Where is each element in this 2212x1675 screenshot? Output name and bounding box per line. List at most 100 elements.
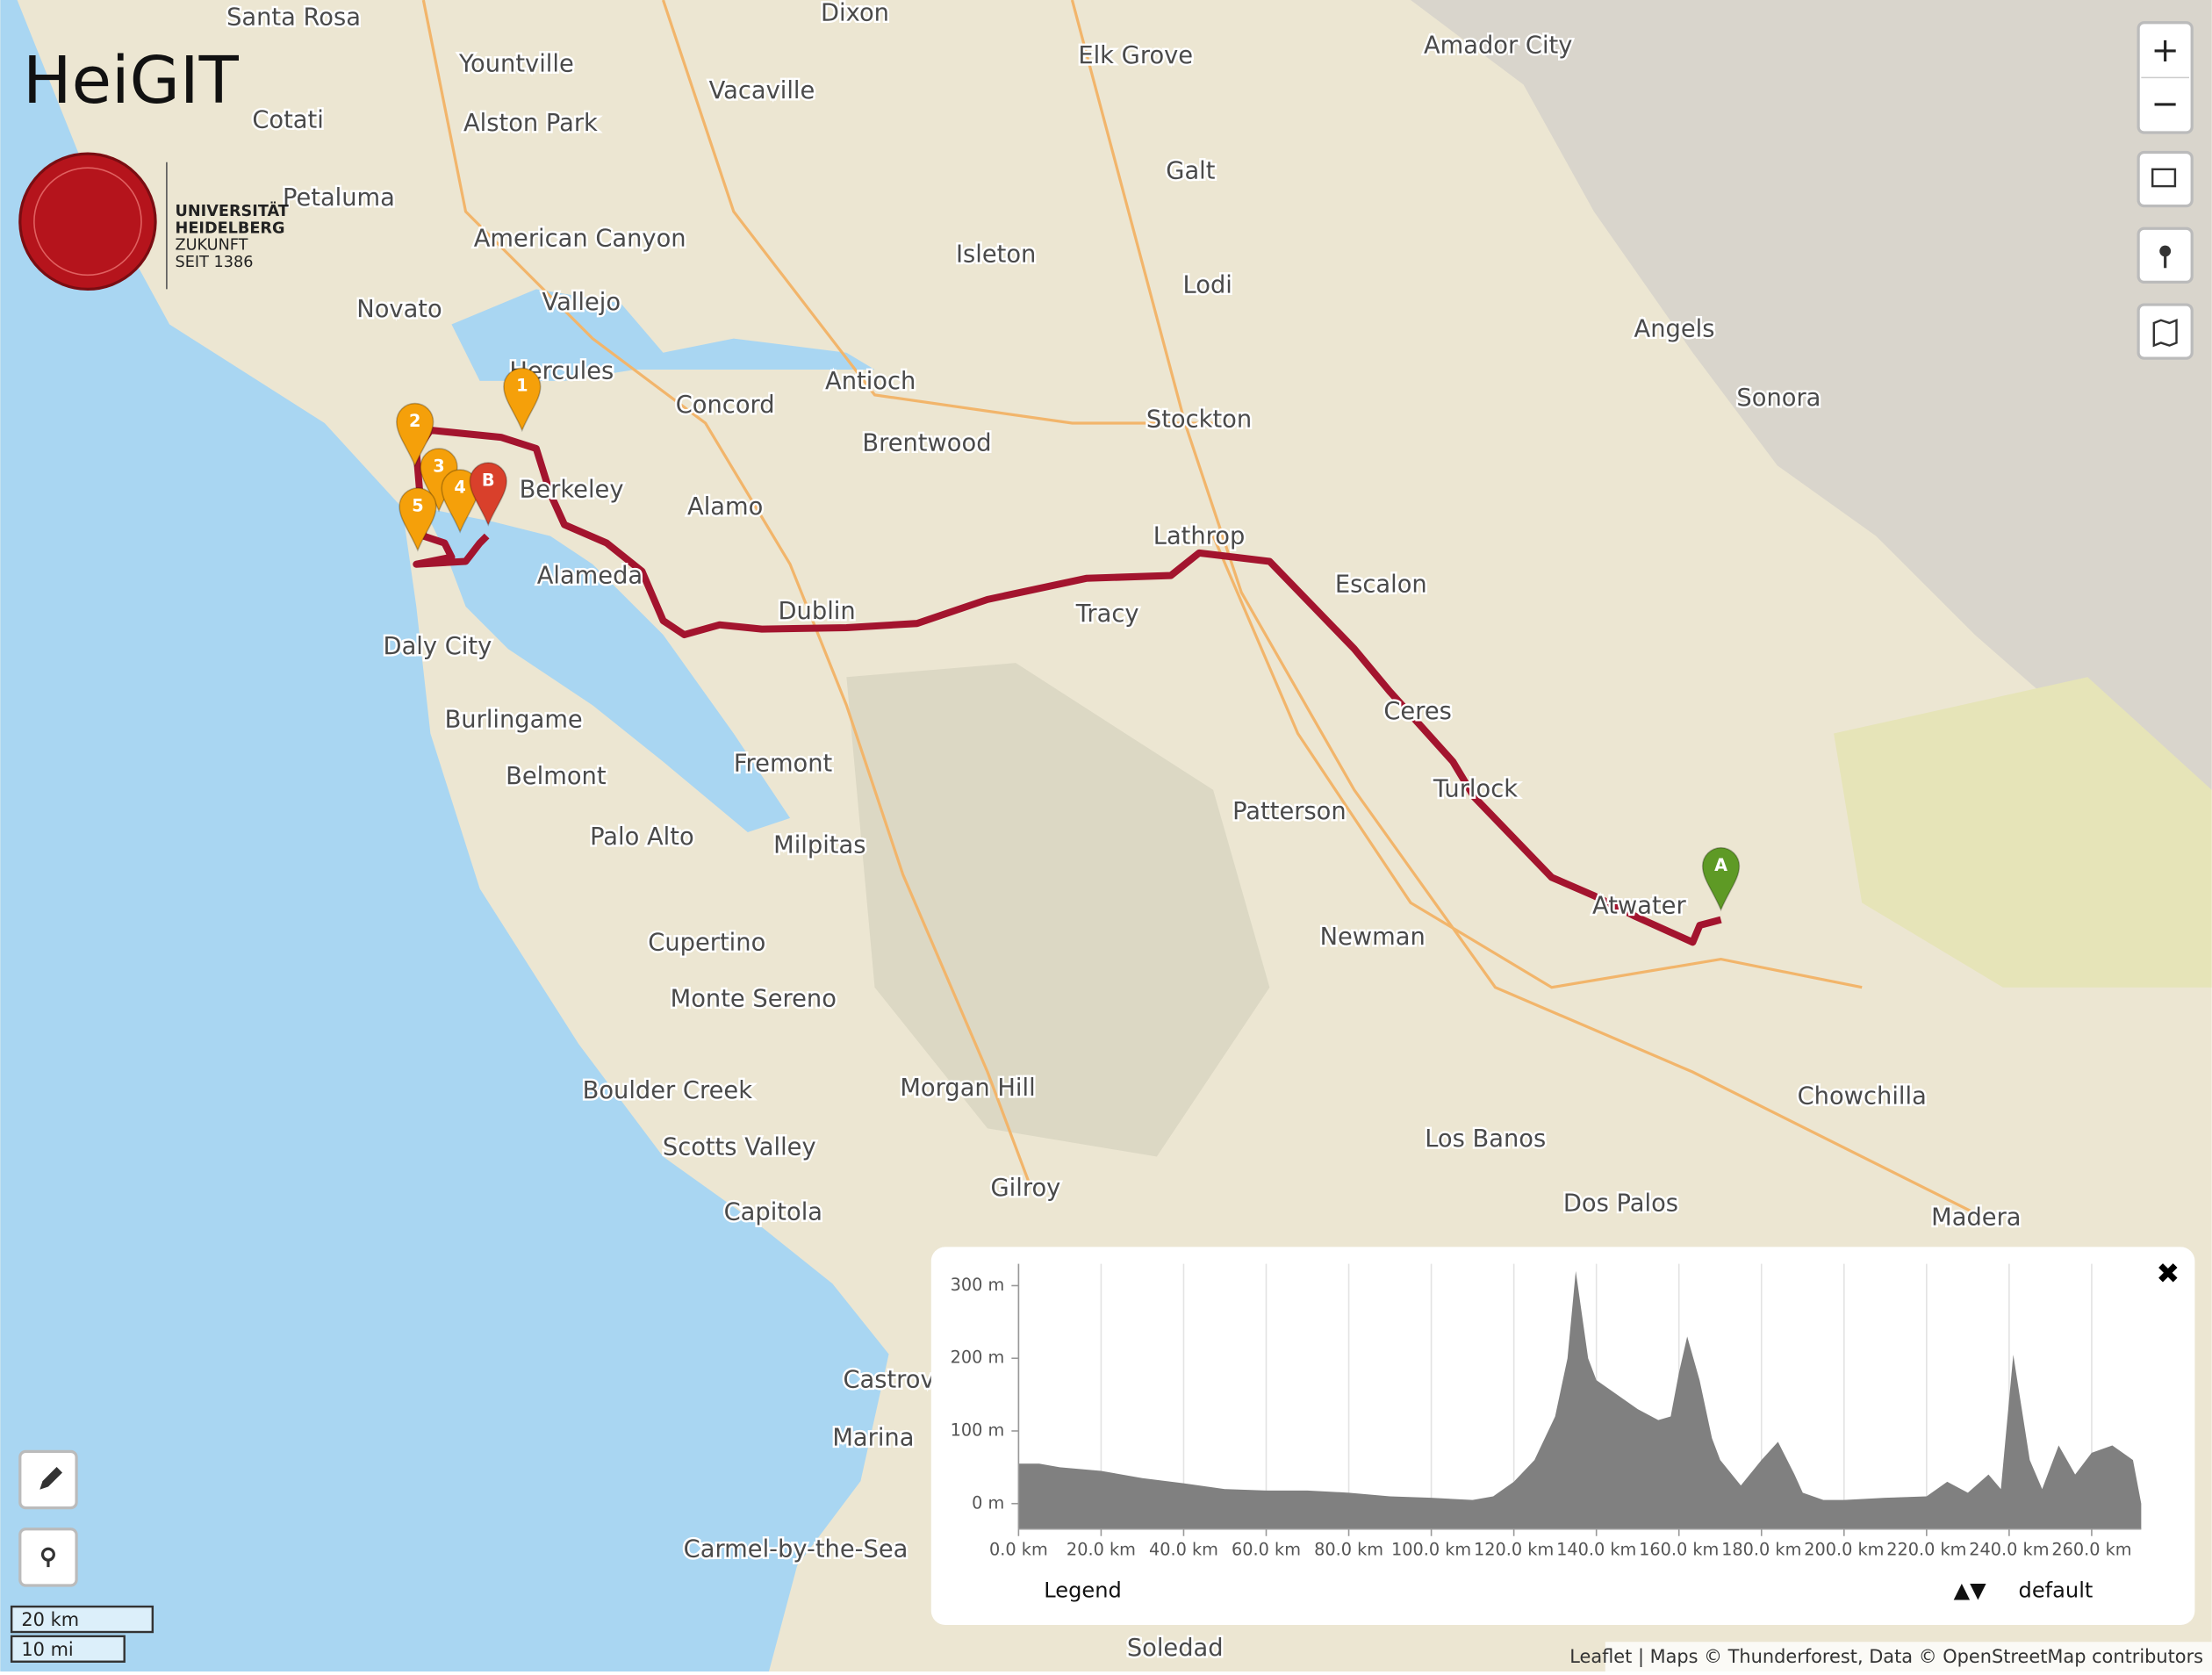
place-label: Belmont xyxy=(506,763,607,790)
north-bay xyxy=(451,289,875,381)
place-label: Brentwood xyxy=(862,430,991,457)
scale-imperial xyxy=(10,1635,126,1663)
place-label: Soledad xyxy=(1127,1635,1224,1662)
layers-icon xyxy=(2152,318,2178,348)
route xyxy=(413,427,1722,946)
hills xyxy=(846,663,1270,1157)
marker-button[interactable] xyxy=(18,1528,78,1587)
place-label: Alameda xyxy=(537,563,643,590)
legend-title[interactable]: Legend xyxy=(1044,1578,1122,1602)
place-label: Cotati xyxy=(252,107,323,134)
place-label: Chowchilla xyxy=(1798,1083,1927,1111)
road xyxy=(1070,0,1976,1215)
place-label: Galt xyxy=(1166,158,1215,185)
place-label: Santa Rosa xyxy=(226,4,361,31)
mountains xyxy=(1411,0,2212,790)
place-label: Vallejo xyxy=(542,289,621,316)
place-label: Monte Sereno xyxy=(671,986,837,1013)
place-label: Newman xyxy=(1320,924,1426,951)
road xyxy=(661,0,1214,425)
place-label: Ceres xyxy=(1383,698,1452,725)
x-tick-label: 80.0 km xyxy=(1314,1539,1383,1559)
marker-label: 1 xyxy=(516,376,528,396)
marker-label: A xyxy=(1714,855,1727,875)
x-tick-label: 180.0 km xyxy=(1721,1539,1801,1559)
map-controls: + − xyxy=(18,21,2194,1587)
place-label: Patterson xyxy=(1232,798,1347,825)
elevation-panel: Legend ▲▼ default 0.0 km 20.0 km 40.0 km 60… xyxy=(930,1247,2195,1625)
x-tick-label: 260.0 km xyxy=(2051,1539,2131,1559)
place-label: Carmel-by-the-Sea xyxy=(684,1535,908,1563)
marker-label: 3 xyxy=(433,456,444,476)
place-label: Dixon xyxy=(821,0,889,27)
close-button[interactable]: ✖ xyxy=(2156,1257,2180,1290)
place-label: Capitola xyxy=(724,1198,822,1226)
logo-text: UNIVERSITÄT xyxy=(176,201,289,220)
place-label: Vacaville xyxy=(709,77,815,104)
place-label: Palo Alto xyxy=(590,823,694,851)
x-tick-label: 160.0 km xyxy=(1639,1539,1719,1559)
marker-pin xyxy=(1701,846,1741,912)
zoom-out[interactable]: − xyxy=(2151,84,2180,124)
fit-button[interactable] xyxy=(2137,150,2194,208)
legend-toggle[interactable]: ▲▼ xyxy=(1954,1578,1987,1602)
place-label: Amador City xyxy=(1424,32,1572,60)
road xyxy=(1211,535,1863,989)
seal xyxy=(18,152,157,291)
y-tick-label: 200 m xyxy=(951,1348,1005,1368)
place-label: Burlingame xyxy=(445,707,583,734)
place-label: Fremont xyxy=(734,750,833,777)
scale-metric xyxy=(10,1605,154,1634)
logo: HeiGIT UNIVERSITÄT HEIDELBERG ZUKUNFT SE… xyxy=(18,43,289,291)
place-label: Scotts Valley xyxy=(663,1133,816,1161)
place-label: Turlock xyxy=(1433,775,1518,802)
scale-label: 20 km xyxy=(21,1609,79,1630)
y-tick-label: 300 m xyxy=(951,1275,1005,1295)
place-label: Milpitas xyxy=(773,832,865,859)
x-tick-label: 60.0 km xyxy=(1232,1539,1301,1559)
marker-pin xyxy=(396,402,434,468)
place-label: Gilroy xyxy=(991,1175,1061,1202)
legend-series[interactable]: default xyxy=(2019,1578,2094,1602)
layers-button[interactable] xyxy=(2137,303,2194,360)
marker-pin xyxy=(399,487,437,552)
marker-pin xyxy=(503,367,542,433)
place-label: American Canyon xyxy=(474,226,686,253)
place-label: Castrov xyxy=(843,1367,934,1394)
place-label: Petaluma xyxy=(283,184,395,212)
place-label: Lathrop xyxy=(1153,523,1246,550)
scale-label: 10 mi xyxy=(21,1639,73,1660)
scale: 20 km 10 mi xyxy=(10,1605,154,1663)
fit-icon xyxy=(2151,168,2177,188)
place-label: Novato xyxy=(356,296,442,323)
seal-ring xyxy=(33,167,142,277)
place-label: Angels xyxy=(1634,315,1715,342)
place-label: Lodi xyxy=(1183,272,1232,299)
logo-title: HeiGIT xyxy=(23,43,240,119)
place-label: Escalon xyxy=(1335,571,1427,598)
place-labels: Santa Rosa Dixon Yountville Elk Grove Amador… xyxy=(225,0,2023,1664)
x-tick-label: 220.0 km xyxy=(1886,1539,1966,1559)
road xyxy=(421,0,1031,1186)
place-label: Antioch xyxy=(825,368,916,395)
place-label: Isleton xyxy=(956,241,1036,268)
place-label: Concord xyxy=(676,392,775,419)
x-tick-label: 240.0 km xyxy=(1969,1539,2049,1559)
zoom-in[interactable]: + xyxy=(2151,31,2180,70)
x-tick-label: 140.0 km xyxy=(1556,1539,1636,1559)
marker-label: 4 xyxy=(454,477,465,497)
place-label: Cupertino xyxy=(648,929,765,956)
foothills xyxy=(1834,677,2212,988)
place-label: Alston Park xyxy=(463,110,598,137)
place-label: Alamo xyxy=(687,493,763,521)
x-tick-label: 120.0 km xyxy=(1474,1539,1554,1559)
x-tick-label: 20.0 km xyxy=(1066,1539,1136,1559)
place-label: Daly City xyxy=(384,633,492,660)
marker-label: 2 xyxy=(409,411,420,431)
pencil-icon xyxy=(40,1467,63,1490)
marker-label: B xyxy=(482,470,495,490)
x-tick-label: 40.0 km xyxy=(1149,1539,1218,1559)
x-tick-label: 200.0 km xyxy=(1804,1539,1884,1559)
